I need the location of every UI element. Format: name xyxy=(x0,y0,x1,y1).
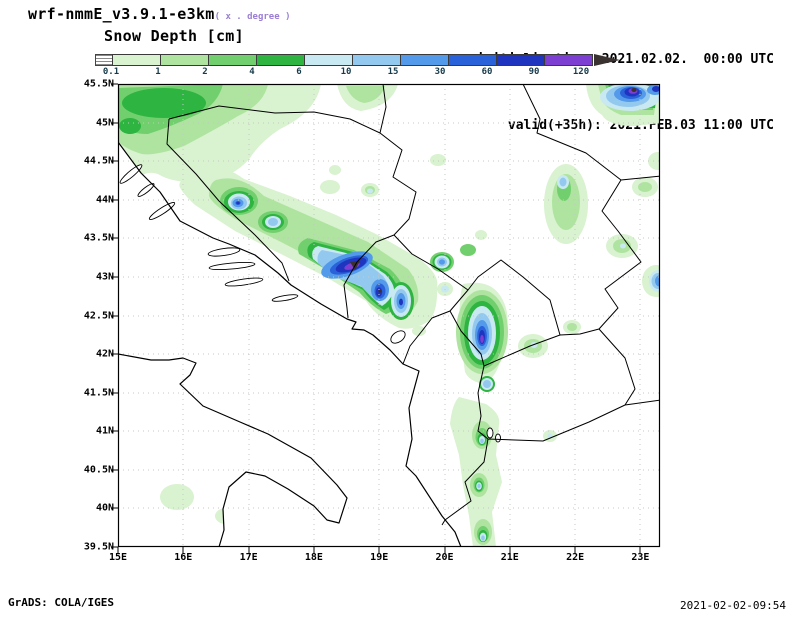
colorbar-level-label: 2 xyxy=(202,67,208,77)
lat-tick-label: 42.5N xyxy=(83,310,114,321)
lat-tick-label: 45.5N xyxy=(83,78,114,90)
lat-tick-label: 40N xyxy=(95,502,114,514)
lat-tick-label: 41.5N xyxy=(83,387,114,399)
lat-tick-label: 43.5N xyxy=(83,232,114,244)
colorbar-level-label: 120 xyxy=(572,67,590,77)
lat-tick-label: 43N xyxy=(95,271,114,283)
lat-tick-label: 44.5N xyxy=(83,155,114,167)
lon-tick-label: 21E xyxy=(500,552,519,563)
colorbar-level-label: 60 xyxy=(481,67,493,77)
lat-tick-label: 39.5N xyxy=(83,541,114,553)
colorbar-segment xyxy=(208,54,257,66)
map-area xyxy=(111,83,661,554)
lon-tick-label: 20E xyxy=(435,552,454,563)
lon-tick-label: 15E xyxy=(108,552,128,563)
coastline xyxy=(118,141,462,547)
map-canvas xyxy=(111,83,661,554)
axis-tick-marks xyxy=(111,83,641,554)
colorbar-level-label: 1 xyxy=(155,67,161,77)
lon-tick-label: 16E xyxy=(174,552,193,563)
colorbar-level-label: 30 xyxy=(434,67,446,77)
colorbar-segment xyxy=(160,54,209,66)
graticule xyxy=(118,84,660,547)
grads-credit: GrADS: COLA/IGES xyxy=(8,596,114,609)
lat-tick-label: 40.5N xyxy=(83,464,114,476)
lon-tick-label: 23E xyxy=(631,552,650,563)
lat-tick-label: 41N xyxy=(95,425,114,437)
colorbar-under-hatch xyxy=(95,54,113,66)
colorbar-level-label: 90 xyxy=(528,67,540,77)
colorbar-segment xyxy=(112,54,161,66)
colorbar-labels: 0.1 1 2 4 6 10 15 30 60 90 120 xyxy=(95,66,620,78)
colorbar-bar xyxy=(95,54,620,66)
grid-resolution-note: ( x . degree ) xyxy=(214,12,291,22)
lat-tick-label: 45N xyxy=(95,117,114,129)
colorbar-level-label: 15 xyxy=(387,67,399,77)
model-title-text: wrf-nmmE_v3.9.1-e3km xyxy=(28,5,215,23)
colorbar-level-label: 10 xyxy=(340,67,352,77)
lon-tick-label: 18E xyxy=(304,552,323,563)
lat-tick-label: 44N xyxy=(95,194,114,206)
colorbar-segment xyxy=(544,54,593,66)
adriatic-sea xyxy=(118,142,461,547)
colorbar-level-label: 4 xyxy=(249,67,255,77)
colorbar-segment xyxy=(496,54,545,66)
creation-timestamp: 2021-02-02-09:54 xyxy=(680,599,786,612)
colorbar-level-label: 6 xyxy=(296,67,302,77)
map-frame xyxy=(117,83,661,548)
lon-tick-label: 17E xyxy=(239,552,258,563)
model-title: wrf-nmmE_v3.9.1-e3km( x . degree ) xyxy=(28,5,290,23)
colorbar: 0.1 1 2 4 6 10 15 30 60 90 120 xyxy=(95,54,620,78)
colorbar-segment xyxy=(448,54,497,66)
colorbar-segment xyxy=(256,54,305,66)
colorbar-level-label: 0.1 xyxy=(102,67,120,77)
lon-tick-label: 22E xyxy=(566,552,585,563)
islands-and-lakes xyxy=(119,164,501,443)
colorbar-segment xyxy=(400,54,449,66)
colorbar-segment xyxy=(304,54,353,66)
field-title: Snow Depth [cm] xyxy=(104,27,244,45)
lon-tick-label: 19E xyxy=(370,552,389,563)
lat-tick-label: 42N xyxy=(95,348,114,360)
colorbar-segment xyxy=(352,54,401,66)
country-borders xyxy=(166,84,660,526)
colorbar-over-arrow xyxy=(594,54,620,66)
